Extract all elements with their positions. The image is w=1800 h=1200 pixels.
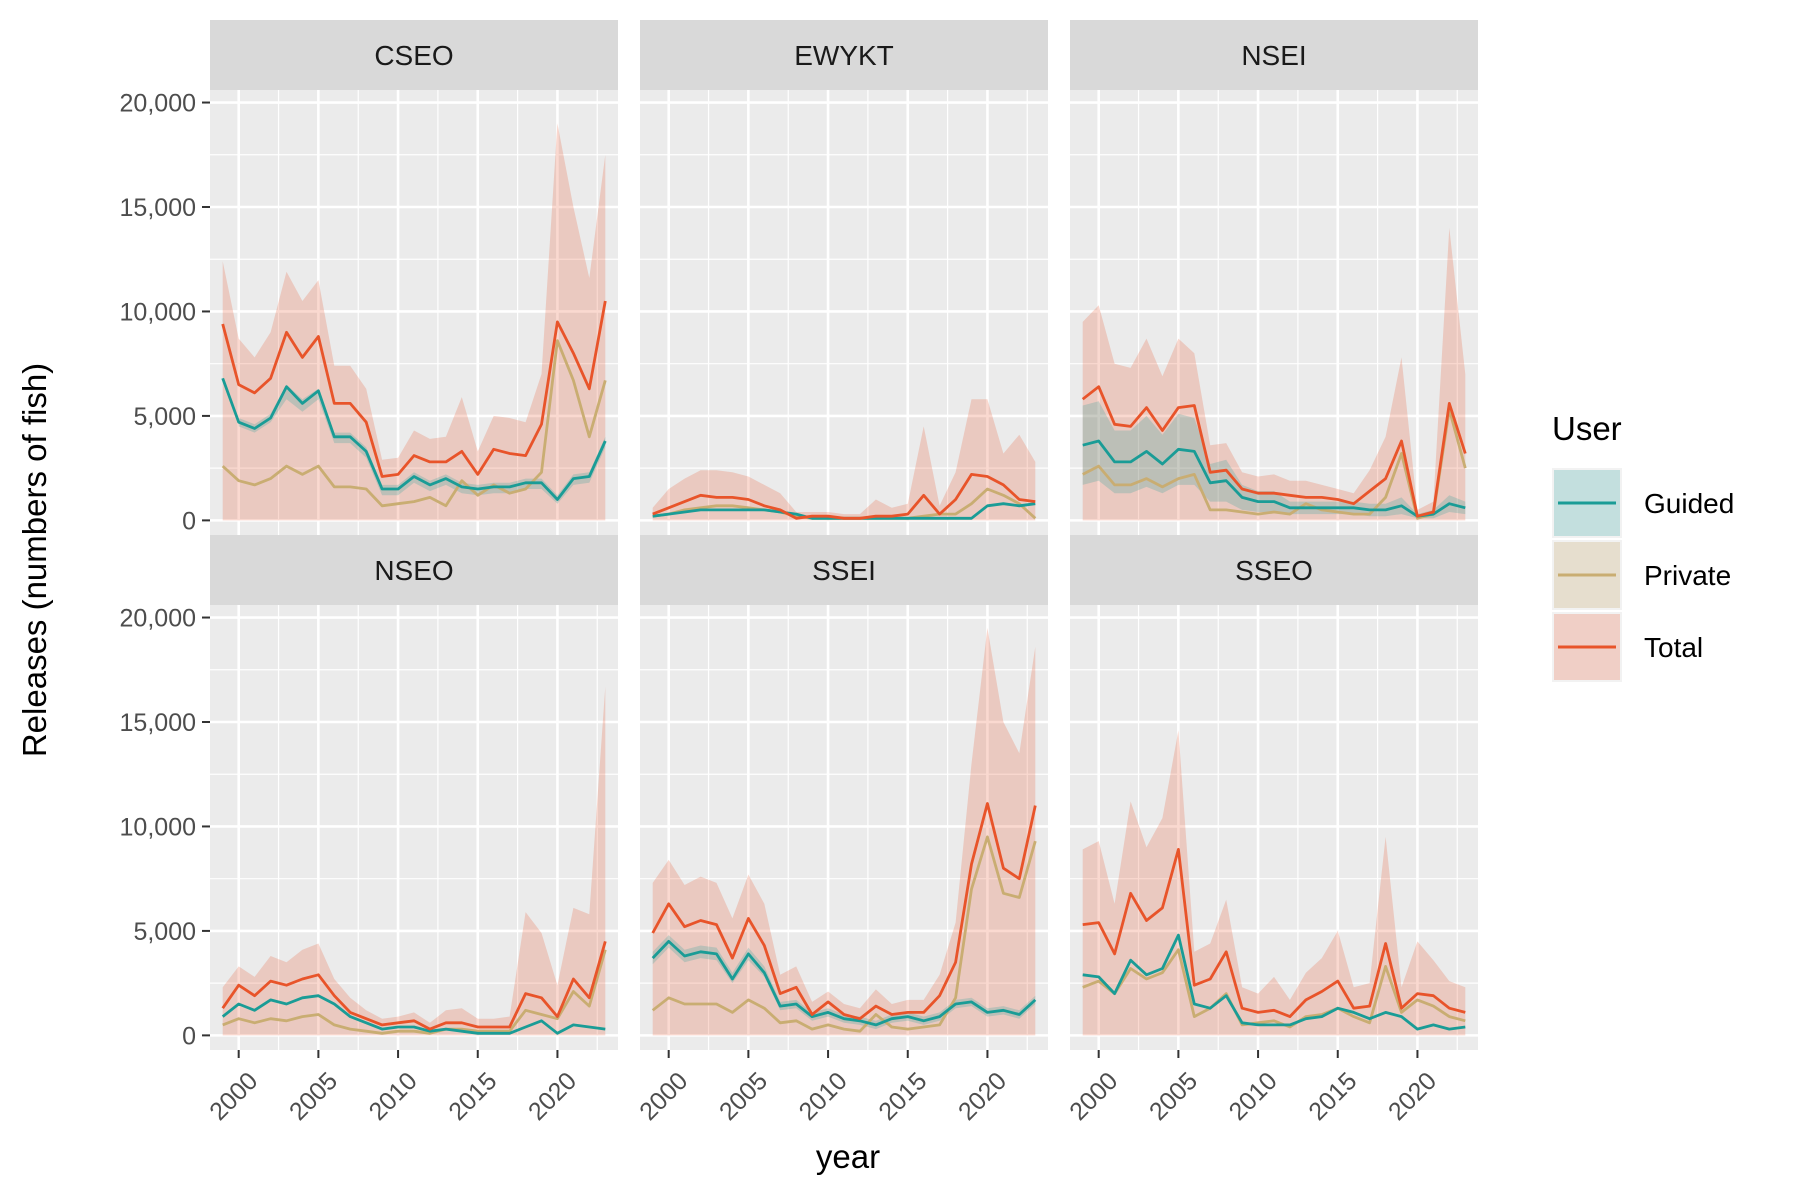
x-tick-label: 2020 (1383, 1067, 1442, 1126)
series-line-total (221, 941, 607, 1031)
facet-nsei: NSEI (1070, 20, 1478, 535)
facet-ssei: SSEI 2000 2005 2010 2015 2020 (634, 535, 1048, 1126)
x-tick-label: 2020 (953, 1067, 1012, 1126)
ribbon-total (1082, 227, 1466, 521)
ribbon-guided (1082, 401, 1466, 519)
facet-strip-label: NSEO (374, 555, 453, 586)
y-axis-title: Releases (numbers of fish) (16, 363, 53, 757)
x-axis-title: year (816, 1138, 880, 1175)
ribbon-total (652, 399, 1036, 521)
ribbon-total (222, 123, 606, 521)
facet-strip-label: NSEI (1241, 40, 1306, 71)
x-tick-label: 2015 (873, 1067, 932, 1126)
series-line-private (1082, 948, 1466, 1029)
x-tick-label: 2005 (284, 1067, 343, 1126)
series-line-guided (651, 940, 1037, 1027)
y-tick-label: 15,000 (120, 194, 196, 222)
series-line-private (221, 339, 607, 508)
ribbon-total (222, 686, 606, 1036)
legend-item-guided: Guided (1552, 468, 1734, 538)
facet-sseo: SSEO 2000 2005 2010 2015 2020 (1064, 535, 1478, 1126)
legend: User Guided Private Total (1552, 410, 1734, 682)
series-line-total (651, 802, 1037, 1021)
facet-strip (640, 20, 1048, 90)
x-tick-label: 2010 (794, 1067, 853, 1126)
series-line-total (1082, 848, 1466, 1018)
x-tick-label: 2015 (1303, 1067, 1362, 1126)
ribbon-total (652, 628, 1036, 1036)
legend-item-private: Private (1552, 540, 1731, 610)
facet-cseo: CSEO 0 5,000 10,000 15,000 20,000 (120, 20, 618, 535)
y-tick-label: 5,000 (133, 403, 196, 431)
x-tick-label: 2010 (1224, 1067, 1283, 1126)
series-line-guided (1082, 439, 1466, 518)
x-tick-label: 2000 (1064, 1067, 1123, 1126)
facet-ewykt: EWYKT (640, 20, 1048, 535)
y-tick-label: 0 (182, 1022, 196, 1050)
legend-title: User (1552, 410, 1622, 447)
facet-strip (1070, 20, 1478, 90)
legend-item-label: Private (1644, 560, 1731, 591)
ribbon-guided (652, 935, 1036, 1030)
facet-panels: CSEO 0 5,000 10,000 15,000 20,000 EWYKT NSEI NSE… (120, 20, 1478, 1126)
x-tick-label: 2015 (443, 1067, 502, 1126)
y-tick-label: 10,000 (120, 298, 196, 326)
series-line-guided (221, 994, 606, 1035)
facet-strip (640, 535, 1048, 605)
x-tick-label: 2000 (634, 1067, 693, 1126)
series-line-total (1081, 385, 1467, 518)
y-tick-label: 20,000 (120, 605, 196, 633)
legend-item-label: Guided (1644, 488, 1734, 519)
series-line-total (221, 300, 607, 478)
facet-strip-label: CSEO (374, 40, 453, 71)
legend-item-label: Total (1644, 632, 1703, 663)
y-tick-label: 5,000 (133, 918, 196, 946)
facet-strip (210, 20, 618, 90)
facet-strip-label: SSEI (812, 555, 876, 586)
facet-strip (210, 535, 618, 605)
facet-nseo: NSEO 0 5,000 10,000 15,000 20,000 2000 2005 2010… (120, 535, 618, 1126)
ribbon-total (1082, 730, 1466, 1036)
series-line-guided (221, 377, 607, 501)
x-tick-label: 2005 (714, 1067, 773, 1126)
x-tick-label: 2000 (204, 1067, 263, 1126)
x-tick-label: 2020 (523, 1067, 582, 1126)
series-line-private (1082, 408, 1467, 520)
series-line-guided (1082, 933, 1466, 1031)
series-line-total (652, 473, 1036, 520)
facet-strip-label: EWYKT (794, 40, 894, 71)
facet-strip (1070, 535, 1478, 605)
x-tick-label: 2005 (1144, 1067, 1203, 1126)
y-tick-label: 0 (182, 507, 196, 535)
y-tick-label: 10,000 (120, 813, 196, 841)
series-line-private (222, 949, 607, 1035)
facet-strip-label: SSEO (1235, 555, 1313, 586)
x-tick-label: 2010 (364, 1067, 423, 1126)
legend-item-total: Total (1552, 612, 1703, 682)
series-line-private (651, 835, 1037, 1033)
y-tick-label: 20,000 (120, 90, 196, 118)
y-tick-label: 15,000 (120, 709, 196, 737)
